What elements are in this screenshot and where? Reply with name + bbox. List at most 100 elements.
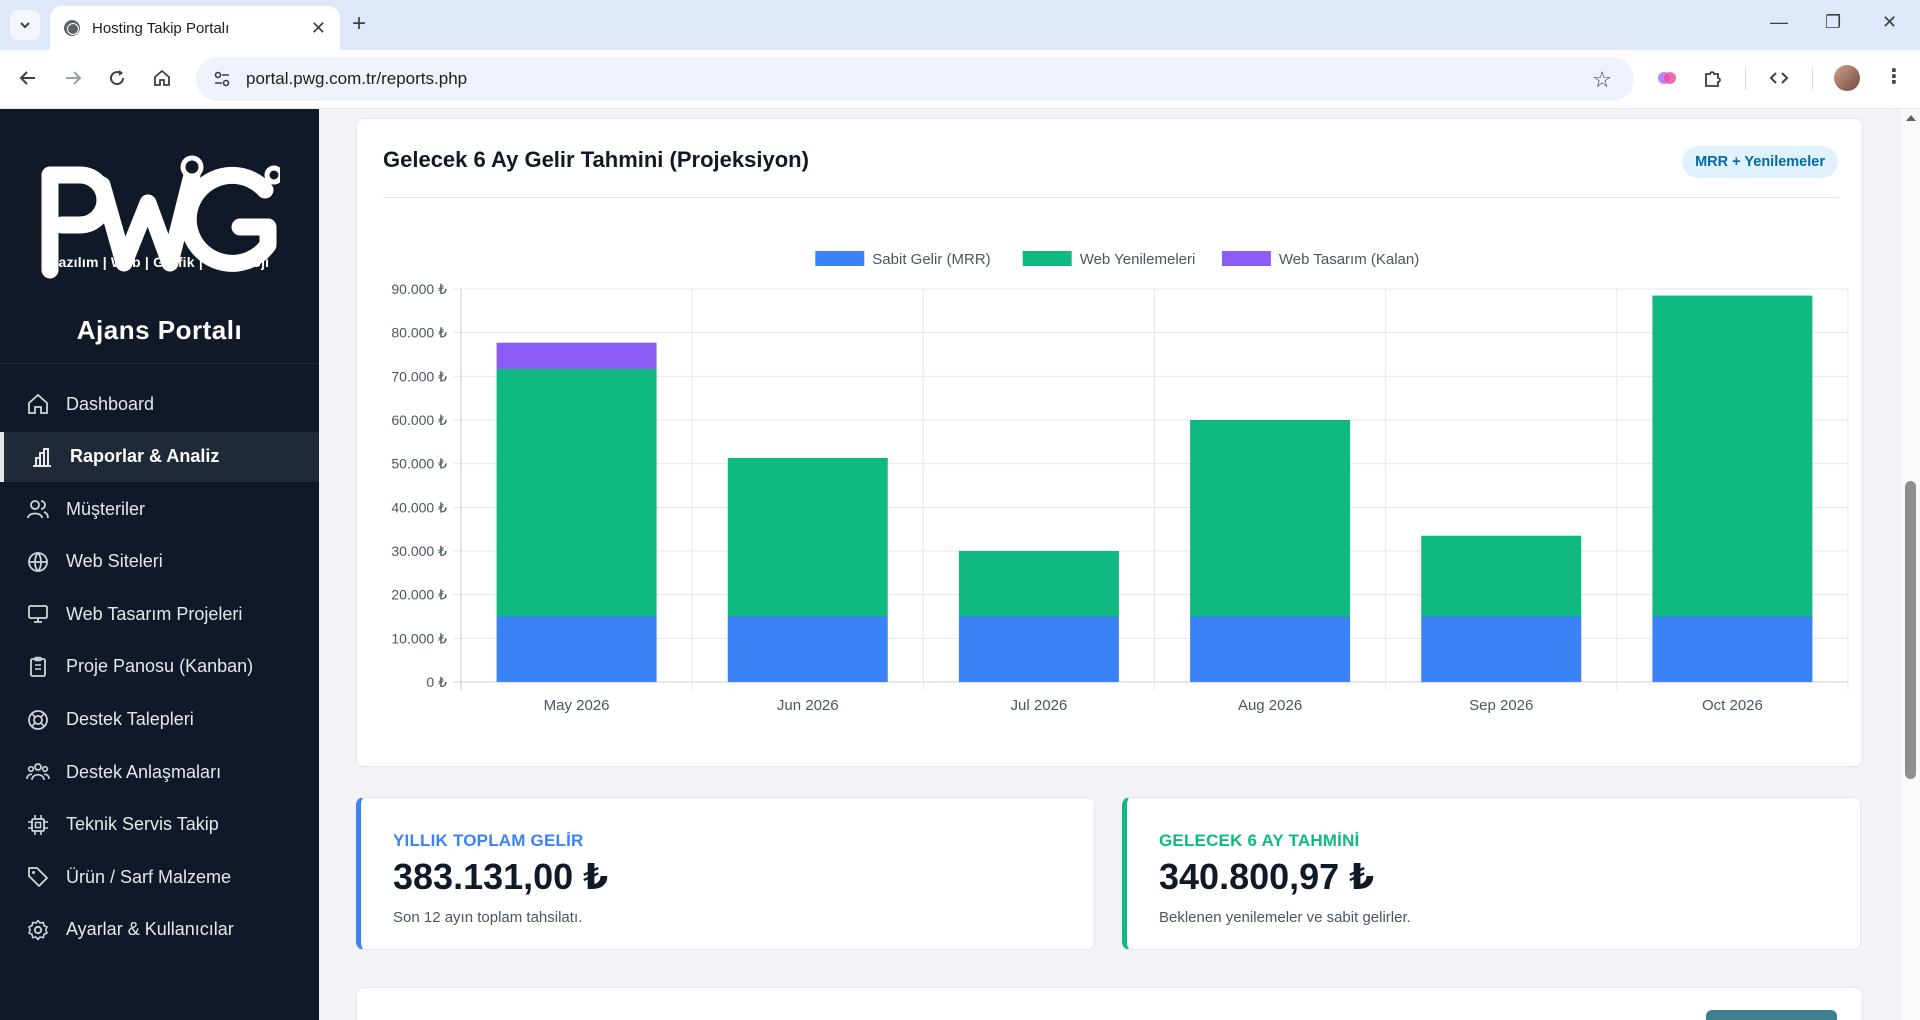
bar-segment	[496, 368, 657, 617]
close-icon[interactable]: ✕	[310, 17, 326, 38]
bar-segment	[496, 342, 657, 369]
lifebuoy-icon	[28, 709, 48, 730]
settings-icon	[28, 919, 48, 941]
restore-button[interactable]: ❐	[1825, 12, 1842, 32]
browser-tab[interactable]: Hosting Takip Portalı ✕	[50, 6, 340, 50]
legend-label: Web Yenilemeleri	[1080, 251, 1196, 268]
back-button[interactable]	[14, 64, 42, 92]
extension-brain-icon[interactable]	[1654, 65, 1680, 91]
x-tick-label: May 2026	[544, 697, 610, 714]
bar-segment	[1421, 535, 1582, 617]
sidebar-item-support-tickets[interactable]: Destek Talepleri	[0, 695, 319, 745]
users-icon	[27, 500, 49, 519]
legend-swatch	[1022, 251, 1072, 266]
minimize-button[interactable]: —	[1770, 12, 1788, 32]
sidebar-item-label: Destek Talepleri	[66, 709, 194, 730]
y-tick-label: 70.000 ₺	[391, 368, 447, 384]
globe-icon	[28, 551, 48, 573]
toolbar-divider	[1745, 68, 1746, 90]
new-tab-button[interactable]: +	[352, 10, 367, 37]
devtools-code-icon[interactable]	[1766, 65, 1792, 91]
home-icon	[28, 393, 48, 414]
forecast-stacked-bar-chart: 0 ₺ 10.000 ₺ 20.000 ₺ 30.000 ₺ 40.000 ₺ 50.00…	[391, 251, 1849, 714]
bar-segment	[958, 551, 1119, 617]
bookmark-star-icon[interactable]: ☆	[1592, 67, 1612, 92]
extensions-puzzle-icon[interactable]	[1700, 65, 1726, 91]
sidebar-item-kanban[interactable]: Proje Panosu (Kanban)	[0, 642, 319, 692]
reload-icon	[110, 70, 125, 86]
bar-segment	[1652, 616, 1813, 682]
scroll-up-arrow-icon[interactable]	[1906, 115, 1916, 121]
team-icon	[26, 763, 50, 781]
y-tick-label: 40.000 ₺	[391, 499, 447, 515]
sidebar-item-label: Raporlar & Analiz	[70, 446, 220, 467]
bar-segment	[727, 616, 888, 682]
stat-card-six-month-forecast: GELECEK 6 AY TAHMİNİ 340.800,97 ₺ Beklen…	[1122, 797, 1861, 950]
sidebar-item-label: Web Tasarım Projeleri	[66, 603, 243, 624]
address-bar[interactable]: portal.pwg.com.tr/reports.php ☆	[196, 57, 1634, 101]
reload-button[interactable]	[103, 64, 131, 92]
sidebar-item-support-agreements[interactable]: Destek Anlaşmaları	[0, 747, 319, 797]
tab-search-button[interactable]	[10, 10, 40, 40]
next-section-card	[356, 987, 1863, 1020]
stat-card-annual-revenue: YILLIK TOPLAM GELİR 383.131,00 ₺ Son 12 …	[356, 797, 1095, 950]
sidebar-item-settings[interactable]: Ayarlar & Kullanıcılar	[0, 905, 319, 955]
home-icon	[154, 69, 170, 86]
site-settings-icon[interactable]	[212, 69, 232, 89]
y-tick-label: 80.000 ₺	[391, 325, 447, 341]
chip-icon	[28, 814, 48, 835]
sidebar-item-websites[interactable]: Web Siteleri	[0, 537, 319, 587]
sidebar-item-customers[interactable]: Müşteriler	[0, 484, 319, 534]
x-tick-label: Jul 2026	[1011, 697, 1068, 714]
y-tick-label: 50.000 ₺	[391, 456, 447, 472]
x-tick-label: Aug 2026	[1238, 697, 1302, 714]
sidebar-item-web-design-projects[interactable]: Web Tasarım Projeleri	[0, 589, 319, 639]
card-divider	[383, 197, 1838, 198]
browser-menu-icon[interactable]: ⋮	[1884, 66, 1904, 88]
stat-label: GELECEK 6 AY TAHMİNİ	[1159, 831, 1360, 850]
sidebar-item-label: Web Siteleri	[66, 551, 163, 572]
x-tick-label: Jun 2026	[777, 697, 839, 714]
scrollbar-thumb[interactable]	[1905, 481, 1916, 779]
sidebar-item-label: Dashboard	[66, 393, 155, 414]
tag-icon	[28, 867, 48, 888]
main-content: Gelecek 6 Ay Gelir Tahmini (Projeksiyon)…	[319, 109, 1901, 1020]
bar-segment	[1421, 616, 1582, 682]
arrow-left-icon	[19, 71, 35, 85]
home-button[interactable]	[148, 64, 176, 92]
forward-button[interactable]	[59, 64, 87, 92]
page-scrollbar[interactable]	[1901, 109, 1920, 1020]
sidebar-item-label: Müşteriler	[66, 498, 146, 519]
bar-segment	[1652, 295, 1813, 617]
legend-swatch	[1221, 251, 1271, 266]
sidebar-item-label: Ayarlar & Kullanıcılar	[66, 919, 234, 940]
arrow-right-icon	[66, 71, 82, 85]
sidebar-divider	[0, 363, 319, 364]
stat-description: Beklenen yenilemeler ve sabit gelirler.	[1159, 909, 1411, 926]
close-window-button[interactable]: ✕	[1882, 12, 1898, 32]
toolbar-divider	[1812, 68, 1813, 90]
sidebar-item-label: Ürün / Sarf Malzeme	[66, 866, 232, 887]
monitor-icon	[28, 605, 48, 624]
profile-avatar[interactable]	[1834, 65, 1860, 91]
legend-swatch	[815, 251, 865, 266]
y-tick-label: 90.000 ₺	[391, 281, 447, 297]
legend-label: Sabit Gelir (MRR)	[872, 251, 990, 268]
bar-segment	[496, 616, 657, 682]
y-tick-label: 10.000 ₺	[391, 630, 447, 646]
bar-segment	[727, 457, 888, 617]
forecast-card-badge: MRR + Yenilemeler	[1682, 146, 1838, 178]
next-section-button[interactable]	[1706, 1010, 1837, 1020]
x-tick-label: Oct 2026	[1702, 697, 1763, 714]
legend-label: Web Tasarım (Kalan)	[1279, 251, 1419, 268]
y-tick-label: 20.000 ₺	[391, 587, 447, 603]
sidebar-item-reports[interactable]: Raporlar & Analiz	[0, 431, 319, 482]
sidebar-item-dashboard[interactable]: Dashboard	[0, 379, 319, 429]
globe-icon	[64, 20, 80, 36]
stat-label: YILLIK TOPLAM GELİR	[393, 831, 584, 850]
sidebar-item-technical-service[interactable]: Teknik Servis Takip	[0, 800, 319, 850]
stat-value: 383.131,00 ₺	[393, 856, 609, 897]
sidebar-item-products[interactable]: Ürün / Sarf Malzeme	[0, 852, 319, 902]
stat-value: 340.800,97 ₺	[1159, 856, 1375, 897]
y-tick-label: 60.000 ₺	[391, 412, 447, 428]
